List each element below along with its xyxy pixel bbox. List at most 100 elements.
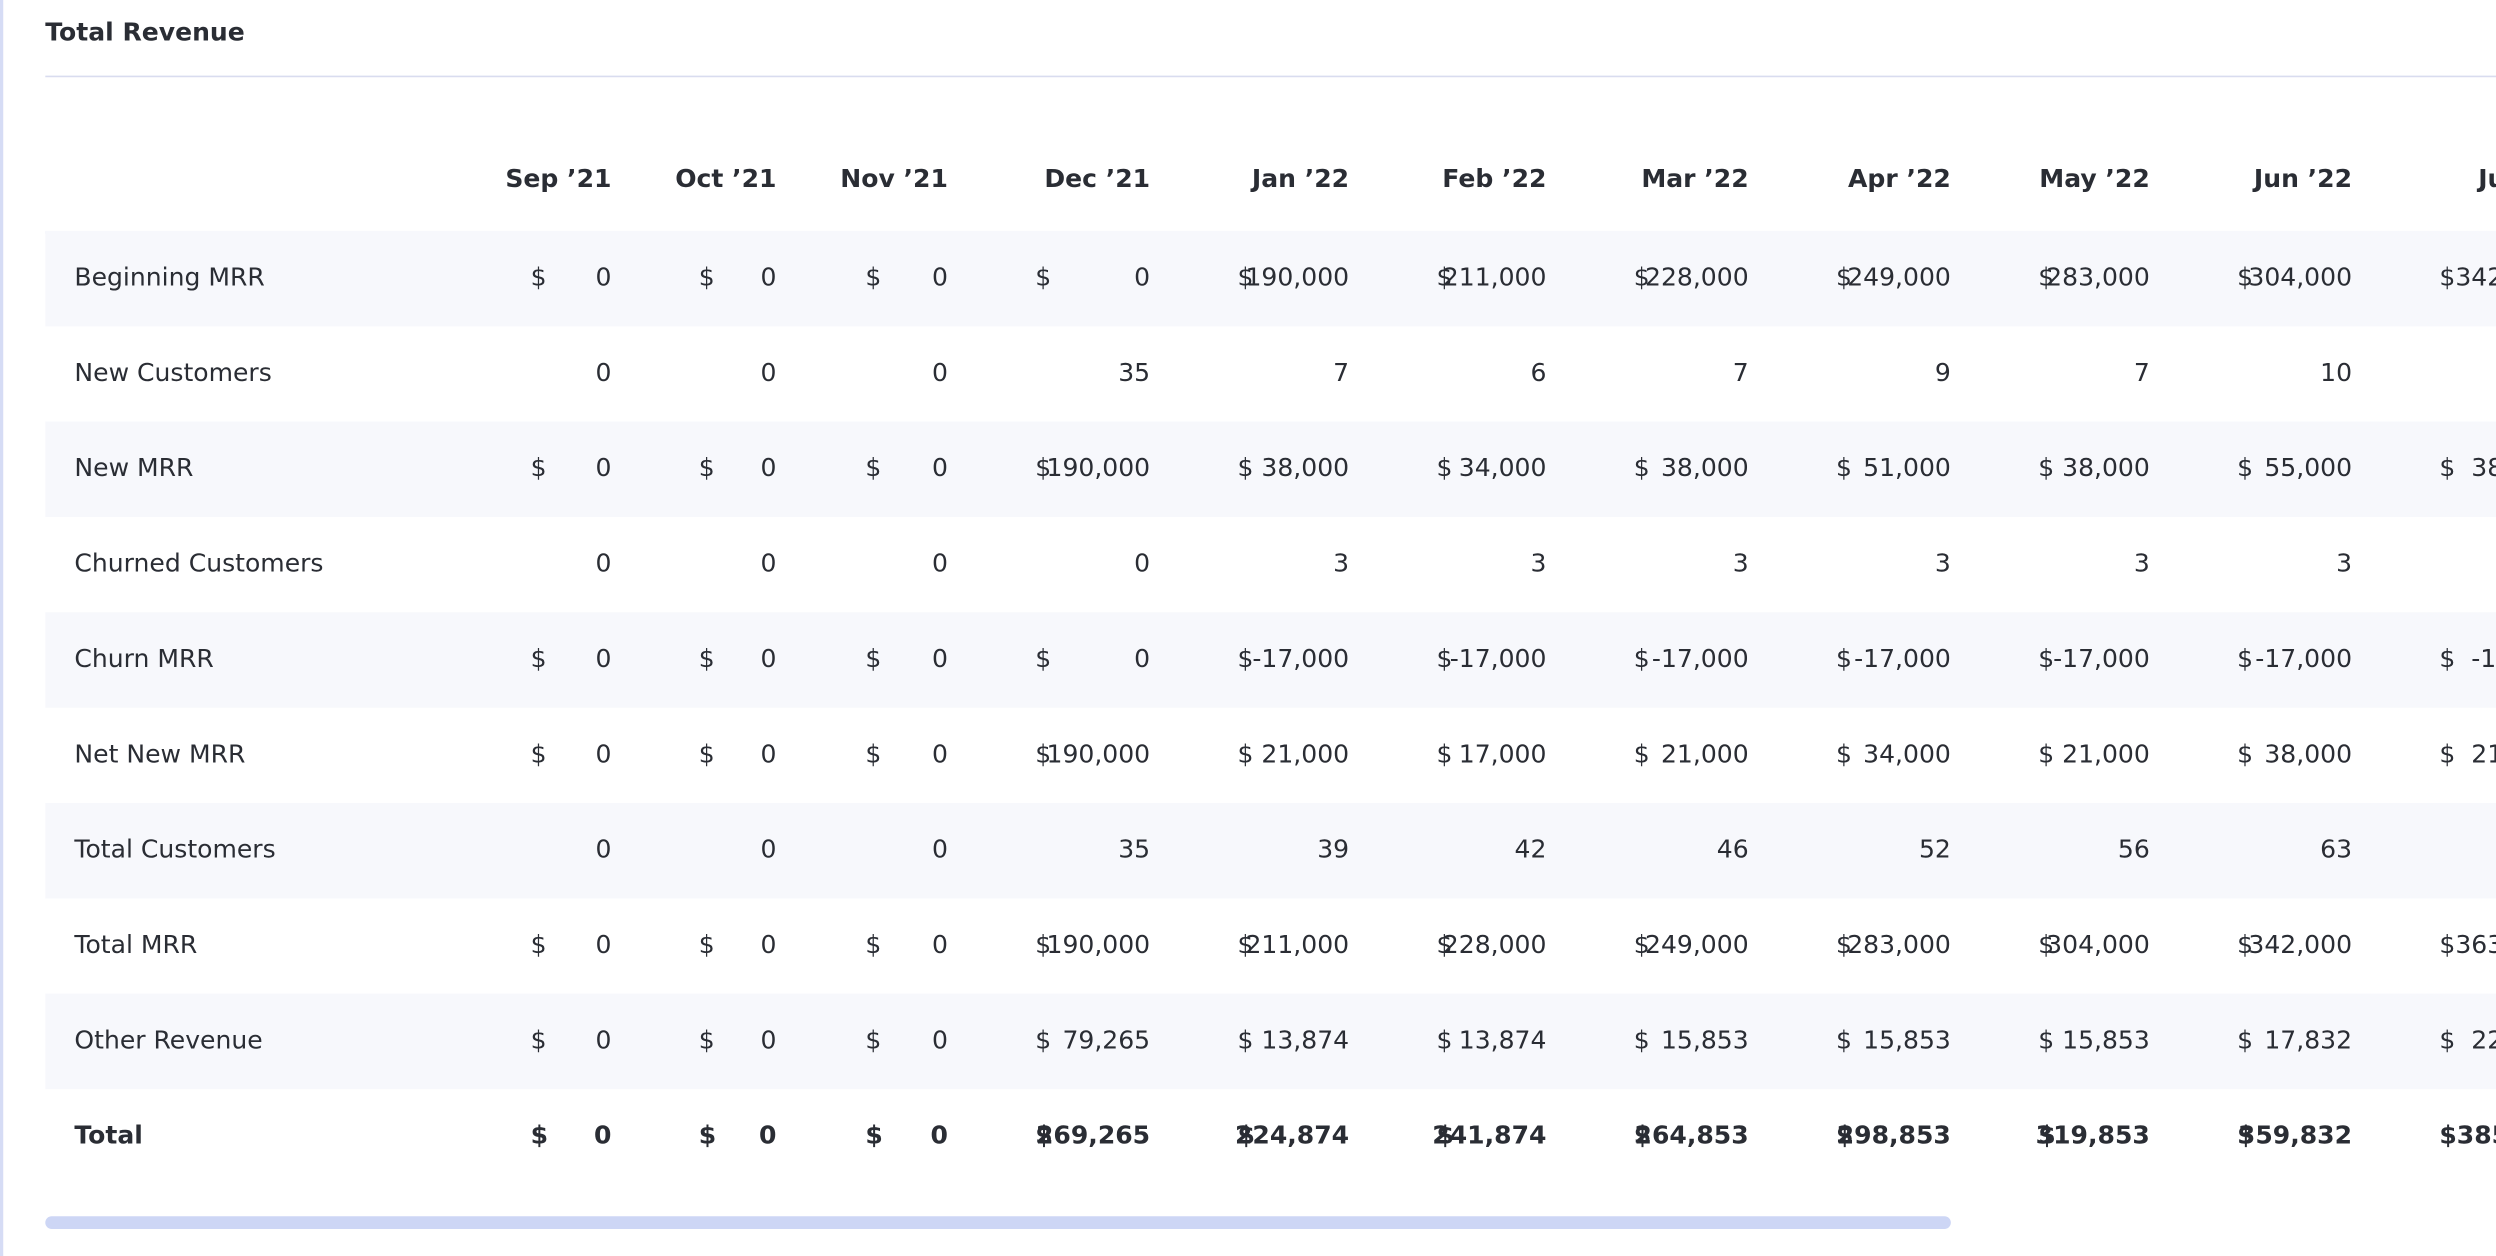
cell-value: 0 [932, 453, 948, 482]
currency-symbol: $ [1836, 930, 1852, 959]
cell-value: 42 [1515, 835, 1547, 864]
currency-symbol: $ [699, 263, 715, 292]
panel-title: Total Revenue [45, 18, 244, 47]
cell-value: 0 [761, 358, 777, 387]
cell-value: 15,853 [1863, 1026, 1951, 1055]
currency-symbol: $ [865, 1026, 881, 1055]
cell-value: -17,000 [1652, 644, 1749, 673]
currency-symbol: $ [2237, 644, 2253, 673]
currency-symbol: $ [1836, 1026, 1852, 1055]
column-header: Nov ’21 [840, 164, 948, 193]
currency-symbol: $ [1035, 739, 1051, 768]
column-header: Feb ’22 [1442, 164, 1546, 193]
cell-value: 38,000 [2264, 739, 2352, 768]
currency-symbol: $ [1436, 1026, 1452, 1055]
cell-value: 15,853 [2062, 1026, 2150, 1055]
cell-value: 0 [596, 263, 612, 292]
currency-symbol: $ [1836, 739, 1852, 768]
horizontal-scrollbar[interactable] [45, 1216, 1951, 1229]
cell-value: 10 [2320, 358, 2352, 387]
currency-symbol: $ [1836, 1121, 1853, 1150]
cell-value: 211,000 [1443, 263, 1547, 292]
currency-symbol: $ [1035, 644, 1051, 673]
currency-symbol: $ [2038, 1026, 2054, 1055]
cell-value: 17,000 [1459, 739, 1547, 768]
cell-value: 15,853 [1661, 1026, 1749, 1055]
cell-value: 56 [2118, 835, 2150, 864]
cell-value: 342,000 [2248, 930, 2352, 959]
cell-value: 7 [2134, 358, 2150, 387]
row-label: Net New MRR [74, 739, 245, 768]
column-header: Mar ’22 [1641, 164, 1748, 193]
cell-value: 0 [761, 644, 777, 673]
cell-value: 359,832 [2238, 1121, 2352, 1150]
cell-value: 228,000 [1443, 930, 1547, 959]
column-header: Apr ’22 [1848, 164, 1951, 193]
column-header: Oct ’21 [675, 164, 776, 193]
row-label: Churn MRR [74, 644, 213, 673]
currency-symbol: $ [1035, 930, 1051, 959]
cell-value: 319,853 [2036, 1121, 2150, 1150]
row-background [45, 993, 2496, 1090]
cell-value: 0 [596, 549, 612, 578]
cell-value: 190,000 [1245, 263, 1349, 292]
cell-value: 0 [1134, 263, 1150, 292]
currency-symbol: $ [1237, 1026, 1253, 1055]
cell-value: 0 [761, 930, 777, 959]
currency-symbol: $ [1237, 1121, 1254, 1150]
currency-symbol: $ [1035, 1121, 1052, 1150]
currency-symbol: $ [1237, 263, 1253, 292]
cell-value: $363 [2439, 930, 2496, 959]
cell-value: 0 [932, 549, 948, 578]
cell-value: 228,000 [1645, 263, 1749, 292]
currency-symbol: $ [865, 644, 881, 673]
cell-value: $342 [2439, 263, 2496, 292]
currency-symbol: $ [1634, 930, 1650, 959]
currency-symbol: $ [2038, 1121, 2055, 1150]
currency-symbol: $ [699, 1121, 716, 1150]
currency-symbol: $ [865, 263, 881, 292]
cell-value: 55,000 [2264, 453, 2352, 482]
cell-value: 0 [1134, 644, 1150, 673]
currency-symbol: $ [2038, 453, 2054, 482]
cell-value: 0 [932, 930, 948, 959]
cell-value: 190,000 [1046, 453, 1150, 482]
cell-value: 298,853 [1837, 1121, 1951, 1150]
cell-value: 241,874 [1432, 1121, 1546, 1150]
row-label: Other Revenue [74, 1026, 262, 1055]
cell-value: 35 [1118, 835, 1150, 864]
cell-value: 13,874 [1459, 1026, 1547, 1055]
row-label: New MRR [74, 453, 193, 482]
currency-symbol: $ [1634, 1121, 1651, 1150]
currency-symbol: $ [2237, 453, 2253, 482]
currency-symbol: $ [2237, 739, 2253, 768]
currency-symbol: $ [1634, 644, 1650, 673]
currency-symbol: $ [1634, 263, 1650, 292]
cell-value: 0 [596, 358, 612, 387]
cell-value: 17,832 [2264, 1026, 2352, 1055]
cell-value: 0 [759, 1121, 776, 1150]
cell-value: 0 [930, 1121, 947, 1150]
cell-value: 0 [761, 835, 777, 864]
cell-value: 0 [596, 453, 612, 482]
row-background [45, 802, 2496, 899]
cell-value: 0 [596, 644, 612, 673]
cell-value: 63 [2320, 835, 2352, 864]
currency-symbol: $ [1237, 644, 1253, 673]
cell-value: 3 [1935, 549, 1951, 578]
cell-value: 46 [1717, 835, 1749, 864]
row-label: Total [74, 1121, 142, 1150]
cell-value: 0 [932, 263, 948, 292]
cell-value: 249,000 [1847, 263, 1951, 292]
cell-value: 269,265 [1036, 1121, 1150, 1150]
row-label: Total MRR [73, 930, 197, 959]
cell-value: 283,000 [2046, 263, 2150, 292]
cell-value: -17,000 [1450, 644, 1547, 673]
currency-symbol: $ [531, 263, 547, 292]
currency-symbol: $ [531, 930, 547, 959]
column-header: Jan ’22 [1250, 164, 1349, 193]
cell-value: 3 [1333, 549, 1349, 578]
currency-symbol: $ [531, 1026, 547, 1055]
row-background [45, 421, 2496, 518]
currency-symbol: $ [699, 930, 715, 959]
